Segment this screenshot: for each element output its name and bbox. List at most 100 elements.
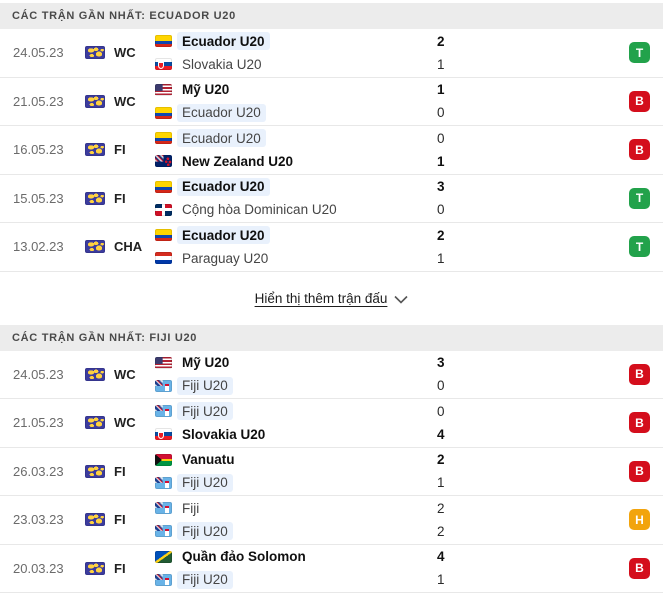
section-header-ecuador: CÁC TRẬN GẦN NHẤT: ECUADOR U20 [0, 3, 663, 29]
competition-label: WC [114, 93, 136, 109]
home-score: 2 [437, 227, 445, 243]
team-name: Quần đảo Solomon [182, 549, 306, 565]
team-name: Cộng hòa Dominican U20 [182, 202, 337, 218]
show-more-label: Hiển thị thêm trận đấu [254, 290, 388, 306]
match-row[interactable]: 26.03.23 FI Vanuatu Fiji U20 2 1 B [0, 447, 663, 496]
competition-label: FI [114, 512, 126, 528]
flag-fiji-icon [155, 476, 172, 489]
result-badge: B [629, 139, 650, 161]
result-badge: H [629, 509, 650, 531]
competition: WC [85, 415, 155, 430]
flag-ecuador-icon [155, 180, 172, 193]
home-score: 0 [437, 130, 445, 146]
flag-fiji-icon [155, 525, 172, 538]
competition: FI [85, 142, 155, 157]
team-name: Ecuador U20 [177, 226, 270, 245]
result-badge: B [629, 557, 650, 579]
team-name: Fiji U20 [177, 522, 233, 541]
scores: 2 1 [430, 32, 616, 74]
match-row[interactable]: 13.02.23 CHA Ecuador U20 Paraguay U20 2 … [0, 223, 663, 272]
competition: WC [85, 367, 155, 382]
match-row[interactable]: 20.03.23 FI Quần đảo Solomon Fiji U20 4 … [0, 544, 663, 593]
competition: FI [85, 512, 155, 527]
world-cup-flag-icon [85, 240, 105, 254]
home-score: 1 [437, 82, 445, 98]
team-name: Fiji U20 [177, 376, 233, 395]
world-cup-flag-icon [85, 46, 105, 60]
chevron-down-icon [394, 295, 408, 304]
scores: 1 0 [430, 80, 616, 122]
team-name: Slovakia U20 [182, 56, 262, 72]
scores: 2 1 [430, 450, 616, 492]
flag-usa-icon [155, 83, 172, 96]
competition-label: FI [114, 463, 126, 479]
match-row[interactable]: 24.05.23 WC Ecuador U20 Slovakia U20 2 1… [0, 29, 663, 78]
teams: Mỹ U20 Ecuador U20 [155, 80, 430, 122]
teams: Fiji U20 Slovakia U20 [155, 402, 430, 444]
scores: 0 4 [430, 402, 616, 444]
world-cup-flag-icon [85, 464, 105, 478]
competition-label: WC [114, 45, 136, 61]
match-date: 13.02.23 [13, 239, 64, 255]
result-badge: B [629, 412, 650, 434]
competition-label: CHA [114, 239, 143, 255]
world-cup-flag-icon [85, 94, 105, 108]
competition: FI [85, 561, 155, 576]
match-date: 15.05.23 [13, 190, 64, 206]
world-cup-flag-icon [85, 367, 105, 381]
competition-label: FI [114, 142, 126, 158]
team-name: Mỹ U20 [182, 355, 230, 371]
team-name: Fiji U20 [177, 473, 233, 492]
flag-fiji-icon [155, 502, 172, 515]
flag-ecuador-icon [155, 106, 172, 119]
result-badge: B [629, 363, 650, 385]
match-date: 26.03.23 [13, 463, 64, 479]
competition-label: FI [114, 190, 126, 206]
team-name: Fiji U20 [177, 402, 233, 421]
match-row[interactable]: 16.05.23 FI Ecuador U20 New Zealand U20 … [0, 126, 663, 175]
flag-paraguay-icon [155, 252, 172, 265]
teams: Ecuador U20 Slovakia U20 [155, 32, 430, 74]
team-name: Paraguay U20 [182, 250, 269, 266]
team-name: Ecuador U20 [177, 177, 270, 196]
world-cup-flag-icon [85, 561, 105, 575]
flag-ecuador-icon [155, 132, 172, 145]
flag-fiji-icon [155, 405, 172, 418]
match-row[interactable]: 15.05.23 FI Ecuador U20 Cộng hòa Dominic… [0, 174, 663, 223]
match-row[interactable]: 21.05.23 WC Mỹ U20 Ecuador U20 1 0 B [0, 77, 663, 126]
competition: WC [85, 45, 155, 60]
away-score: 0 [437, 378, 445, 394]
team-name: Ecuador U20 [177, 129, 266, 148]
flag-fiji-icon [155, 573, 172, 586]
team-name: Fiji [182, 500, 200, 516]
match-date: 20.03.23 [13, 560, 64, 576]
home-score: 2 [437, 452, 445, 468]
match-date: 24.05.23 [13, 45, 64, 61]
flag-ecuador-icon [155, 35, 172, 48]
flag-fiji-icon [155, 379, 172, 392]
team-name: Ecuador U20 [177, 103, 266, 122]
result-badge: T [629, 236, 650, 258]
scores: 0 1 [430, 129, 616, 171]
team-name: New Zealand U20 [182, 153, 294, 169]
team-name: Mỹ U20 [182, 82, 230, 98]
competition: FI [85, 464, 155, 479]
match-row[interactable]: 24.05.23 WC Mỹ U20 Fiji U20 3 0 B [0, 350, 663, 399]
match-row[interactable]: 21.05.23 WC Fiji U20 Slovakia U20 0 4 B [0, 399, 663, 448]
team-name: Slovakia U20 [182, 426, 266, 442]
competition: WC [85, 94, 155, 109]
teams: Vanuatu Fiji U20 [155, 450, 430, 492]
teams: Ecuador U20 New Zealand U20 [155, 129, 430, 171]
home-score: 2 [437, 500, 445, 516]
show-more-link[interactable]: Hiển thị thêm trận đấu [255, 291, 409, 306]
match-date: 24.05.23 [13, 366, 64, 382]
teams: Mỹ U20 Fiji U20 [155, 353, 430, 395]
team-name: Ecuador U20 [177, 32, 270, 51]
away-score: 1 [437, 572, 445, 588]
scores: 4 1 [430, 547, 616, 589]
result-badge: B [629, 90, 650, 112]
flag-usa-icon [155, 356, 172, 369]
world-cup-flag-icon [85, 416, 105, 430]
match-row[interactable]: 23.03.23 FI Fiji Fiji U20 2 2 H [0, 496, 663, 545]
home-score: 0 [437, 403, 445, 419]
